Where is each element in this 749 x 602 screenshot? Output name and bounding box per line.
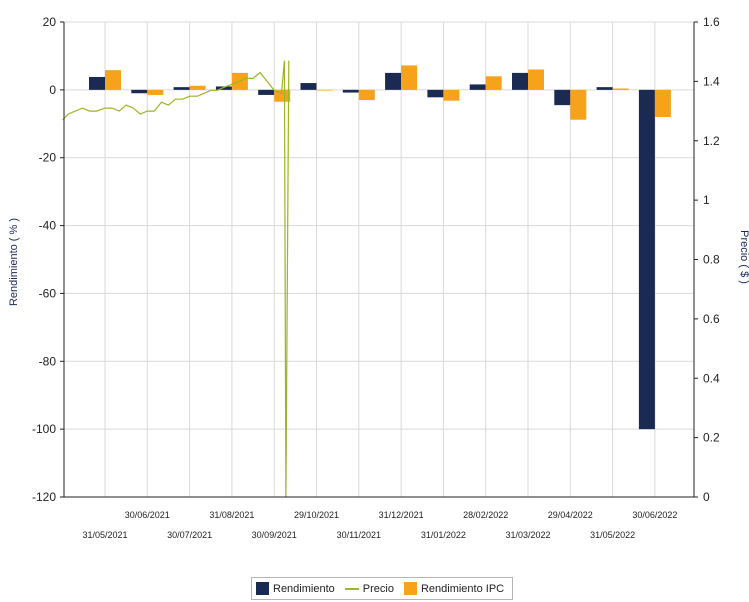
left-axis-ticks: 20 0 -20 -40 -60 -80 -100 -120: [32, 15, 64, 504]
bar-rendimiento-31-03-2022: [512, 72, 528, 90]
bar-rendimiento-ipc-29-10-2021: [316, 89, 333, 91]
x-tick-label: 30/09/2021: [252, 530, 297, 540]
legend-swatch-rendimiento: [256, 582, 269, 595]
x-tick-label: 30/06/2021: [125, 510, 170, 520]
bar-rendimiento-ipc-31-05-2022: [612, 88, 629, 90]
bar-rendimiento-29-04-2022: [554, 89, 571, 106]
price-line: [62, 60, 290, 498]
left-tick-label: -20: [39, 151, 57, 165]
chart: 20 0 -20 -40 -60 -80 -100 -120 1.6 1.4 1.2 1 0.8 0.6…: [8, 15, 749, 540]
plot-area: [64, 22, 694, 497]
x-tick-label: 31/12/2021: [379, 510, 424, 520]
bar-rendimiento-30-09-2021: [258, 89, 275, 95]
bar-rendimiento-ipc-29-04-2022: [570, 89, 587, 120]
bar-rendimiento-ipc-28-02-2022: [485, 76, 502, 90]
bar-rendimiento-31-08-2021: [215, 86, 232, 90]
bar-rendimiento-ipc-30-07-2021: [189, 85, 206, 90]
bar-rendimiento-31-05-2021: [89, 76, 105, 90]
right-tick-label: 1.4: [703, 74, 720, 88]
right-tick-label: 0: [703, 490, 710, 504]
right-axis-title: Precio ( $ ): [738, 230, 749, 284]
x-tick-label: 28/02/2022: [463, 510, 508, 520]
bar-rendimiento-28-02-2022: [469, 84, 486, 90]
legend-swatch-rendimiento-ipc: [403, 582, 417, 595]
x-tick-label: 30/07/2021: [167, 530, 212, 540]
legend-label-precio: Precio: [362, 582, 394, 595]
bar-rendimiento-ipc-30-06-2022: [654, 89, 671, 117]
x-tick-label: 30/11/2021: [337, 530, 381, 540]
x-axis-ticks: 31/05/2021 30/06/2021 30/07/2021 31/08/2021…: [82, 510, 677, 540]
left-tick-label: 0: [49, 83, 56, 97]
left-tick-label: -80: [39, 354, 57, 368]
legend-item-rendimiento: Rendimiento: [256, 582, 335, 595]
x-tick-label: 31/01/2022: [421, 530, 466, 540]
left-tick-label: -40: [39, 219, 57, 233]
bar-rendimiento-30-07-2021: [173, 87, 190, 90]
legend-label-rendimiento-ipc: Rendimiento IPC: [420, 582, 505, 595]
bar-rendimiento-31-01-2022: [427, 89, 444, 98]
x-tick-label: 31/05/2022: [590, 530, 635, 540]
x-tick-label: 31/08/2021: [209, 510, 254, 520]
left-tick-label: 20: [43, 15, 57, 29]
right-tick-label: 0.2: [703, 431, 720, 445]
bar-rendimiento-29-10-2021: [300, 83, 317, 90]
x-tick-label: 31/03/2022: [505, 530, 550, 540]
x-tick-label: 30/06/2022: [632, 510, 677, 520]
bar-rendimiento-30-06-2021: [131, 89, 148, 94]
bar-rendimiento-ipc-31-12-2021: [401, 65, 418, 90]
right-axis-ticks: 1.6 1.4 1.2 1 0.8 0.6 0.4 0.2 0: [694, 15, 720, 504]
bar-rendimiento-ipc-30-06-2021: [147, 89, 164, 95]
bar-rendimiento-ipc-30-09-2021: [274, 89, 291, 102]
bar-rendimiento-31-12-2021: [385, 72, 402, 90]
x-tick-label: 29/10/2021: [294, 510, 339, 520]
bar-rendimiento-30-11-2021: [342, 89, 359, 93]
x-tick-label: 31/05/2021: [82, 530, 127, 540]
left-axis-title: Rendimiento ( % ): [8, 218, 20, 306]
left-tick-label: -100: [32, 422, 56, 436]
right-tick-label: 0.8: [703, 253, 720, 267]
right-tick-label: 1.2: [703, 134, 720, 148]
legend-label-rendimiento: Rendimiento: [273, 582, 335, 595]
bar-rendimiento-ipc-31-03-2022: [528, 69, 544, 90]
right-tick-label: 0.6: [703, 312, 720, 326]
bar-rendimiento-30-06-2022: [638, 89, 655, 430]
bar-rendimiento-ipc-30-11-2021: [358, 89, 375, 101]
legend: Rendimiento Precio Rendimiento IPC: [251, 577, 513, 600]
bar-rendimiento-31-05-2022: [596, 87, 613, 90]
legend-item-precio: Precio: [344, 582, 394, 595]
left-tick-label: -60: [39, 286, 57, 300]
right-tick-label: 1.6: [703, 15, 720, 29]
legend-swatch-precio: [344, 587, 359, 590]
left-tick-label: -120: [32, 490, 56, 504]
bar-rendimiento-ipc-31-01-2022: [443, 89, 460, 101]
right-tick-label: 0.4: [703, 371, 720, 385]
legend-item-rendimiento-ipc: Rendimiento IPC: [403, 582, 505, 595]
right-tick-label: 1: [703, 193, 710, 207]
x-tick-label: 29/04/2022: [548, 510, 593, 520]
line-precio: [62, 60, 290, 498]
bar-rendimiento-ipc-31-05-2021: [105, 70, 121, 90]
